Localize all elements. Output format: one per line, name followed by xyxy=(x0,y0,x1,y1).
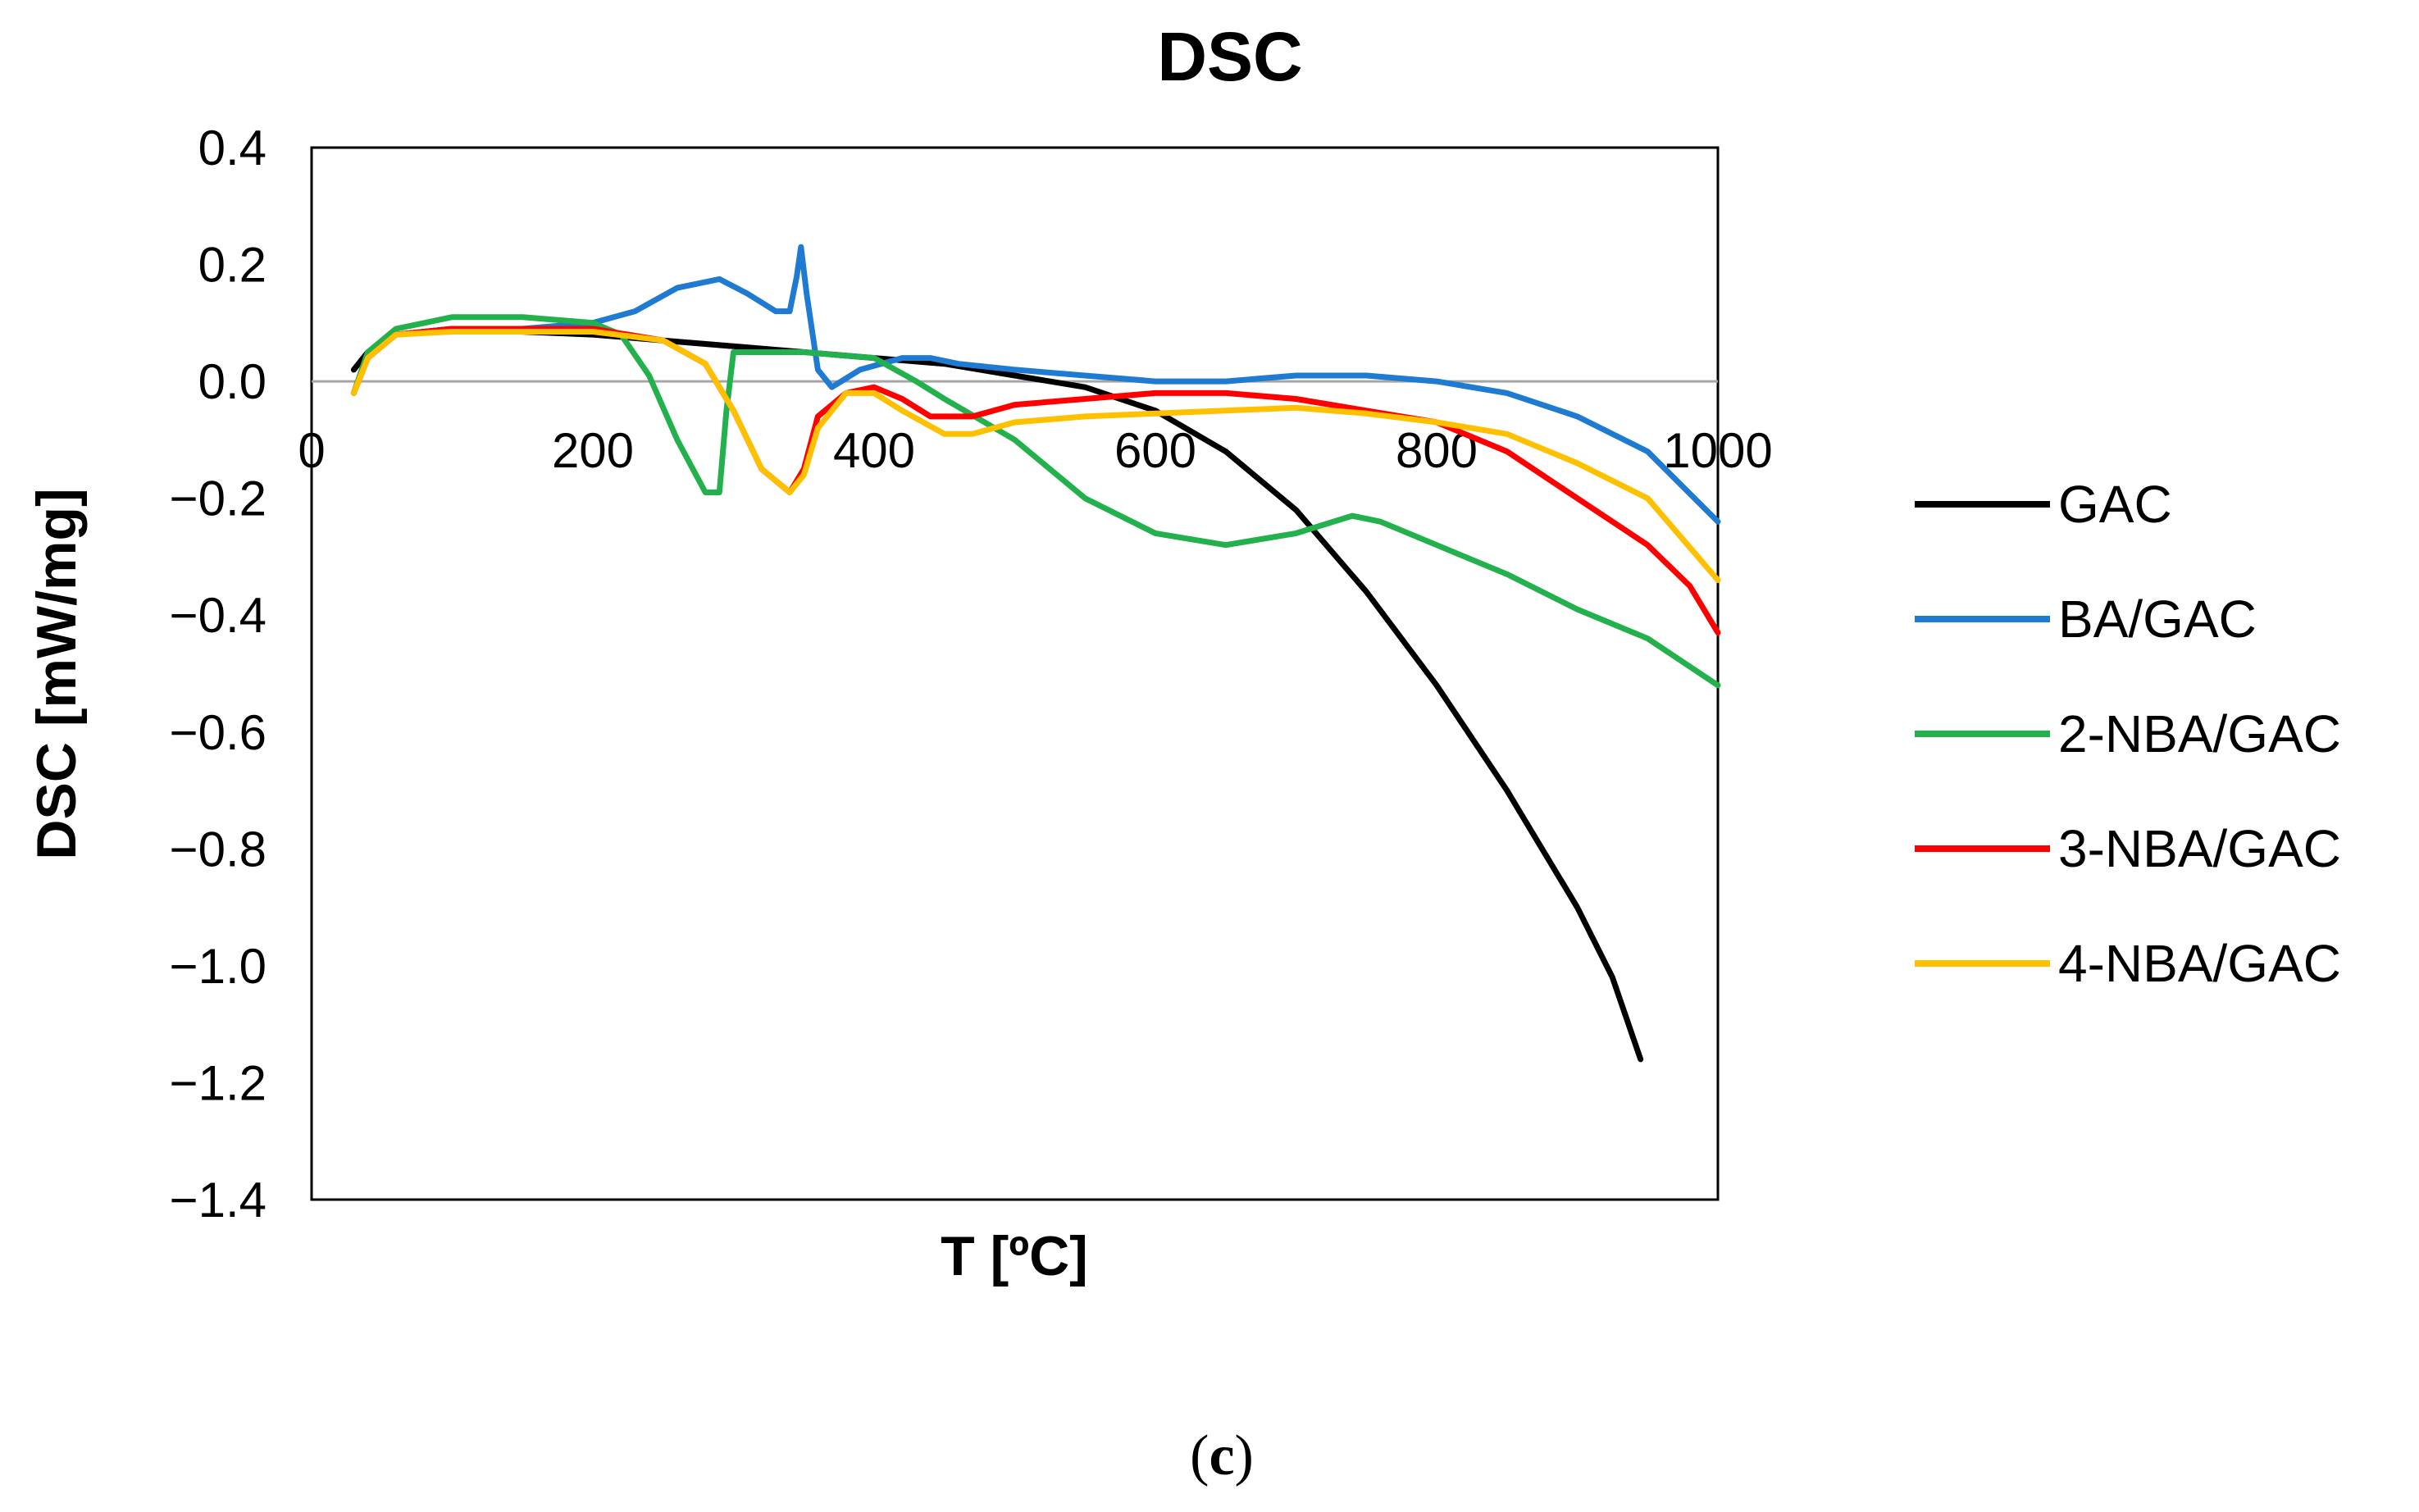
plot-area xyxy=(310,146,1720,1201)
legend-label: 4-NBA/GAC xyxy=(2058,934,2341,993)
x-tick-label: 600 xyxy=(1114,423,1196,478)
x-tick-label: 400 xyxy=(833,423,915,478)
x-tick-label: 1000 xyxy=(1663,423,1772,478)
series-line-3-nba-gac xyxy=(350,326,1721,636)
y-tick-label: 0.4 xyxy=(198,121,266,175)
x-tick-label: 0 xyxy=(298,423,325,478)
y-axis-label: DSC [mW/mg] xyxy=(25,488,88,859)
y-tick-label: −1.0 xyxy=(170,939,266,994)
y-tick-label: −1.4 xyxy=(170,1173,266,1227)
legend: GAC BA/GAC 2-NBA/GAC 3-NBA/GAC 4-NBA/GAC xyxy=(1915,475,2341,993)
legend-label: 3-NBA/GAC xyxy=(2058,819,2341,878)
series-lines xyxy=(350,244,1721,1063)
x-tick-label: 200 xyxy=(552,423,634,478)
series-line-2-nba-gac xyxy=(350,314,1721,689)
y-tick-label: −0.6 xyxy=(170,705,266,760)
y-tick-label: −0.4 xyxy=(170,588,266,643)
legend-label: 2-NBA/GAC xyxy=(2058,704,2341,763)
series-line-4-nba-gac xyxy=(350,329,1721,583)
y-tick-label: −1.2 xyxy=(170,1055,266,1110)
legend-label: BA/GAC xyxy=(2058,590,2257,649)
y-axis-ticks: 0.4 0.2 0.0 −0.2 −0.4 −0.6 −0.8 −1.0 −1.2 −1.4 xyxy=(170,121,266,1227)
y-tick-label: −0.2 xyxy=(170,471,266,526)
y-tick-label: −0.8 xyxy=(170,822,266,877)
figure-caption: (c) xyxy=(1190,1424,1254,1487)
x-axis-label: T [ºC] xyxy=(941,1225,1088,1287)
series-line-ba-gac xyxy=(350,244,1721,525)
x-axis-ticks: 0 200 400 600 800 1000 xyxy=(298,423,1772,478)
caption-letter: c xyxy=(1209,1424,1234,1487)
y-tick-label: 0.0 xyxy=(198,354,266,409)
chart-title: DSC xyxy=(1157,18,1302,95)
legend-label: GAC xyxy=(2058,475,2172,534)
y-tick-label: 0.2 xyxy=(198,238,266,293)
